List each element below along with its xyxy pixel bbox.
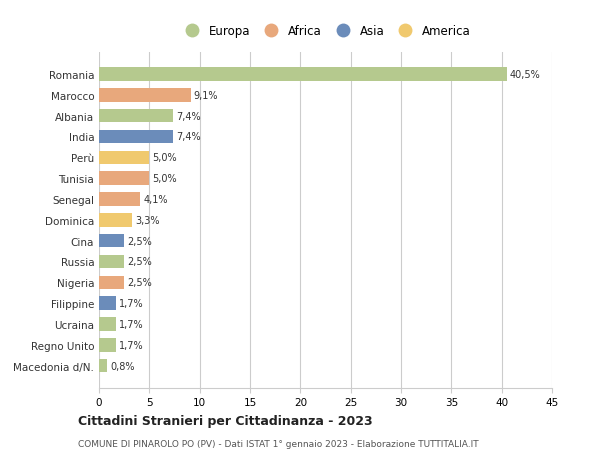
Text: 1,7%: 1,7% <box>119 340 144 350</box>
Bar <box>99 235 124 248</box>
Text: 5,0%: 5,0% <box>152 174 177 184</box>
Bar <box>99 68 506 82</box>
Bar <box>99 318 116 331</box>
Bar <box>99 193 140 206</box>
Text: Cittadini Stranieri per Cittadinanza - 2023: Cittadini Stranieri per Cittadinanza - 2… <box>78 414 373 428</box>
Text: 2,5%: 2,5% <box>127 278 152 288</box>
Text: 0,8%: 0,8% <box>110 361 134 371</box>
Text: 1,7%: 1,7% <box>119 298 144 308</box>
Bar <box>99 110 173 123</box>
Bar <box>99 213 132 227</box>
Text: 40,5%: 40,5% <box>510 70 541 80</box>
Legend: Europa, Africa, Asia, America: Europa, Africa, Asia, America <box>177 22 474 42</box>
Bar <box>99 172 149 185</box>
Text: 7,4%: 7,4% <box>176 132 201 142</box>
Bar <box>99 338 116 352</box>
Text: 3,3%: 3,3% <box>135 215 160 225</box>
Text: 5,0%: 5,0% <box>152 153 177 163</box>
Text: 2,5%: 2,5% <box>127 257 152 267</box>
Bar <box>99 130 173 144</box>
Bar <box>99 89 191 102</box>
Text: 7,4%: 7,4% <box>176 112 201 121</box>
Text: 2,5%: 2,5% <box>127 236 152 246</box>
Bar <box>99 359 107 373</box>
Bar <box>99 255 124 269</box>
Bar <box>99 276 124 290</box>
Text: 4,1%: 4,1% <box>143 195 168 205</box>
Text: COMUNE DI PINAROLO PO (PV) - Dati ISTAT 1° gennaio 2023 - Elaborazione TUTTITALI: COMUNE DI PINAROLO PO (PV) - Dati ISTAT … <box>78 439 479 448</box>
Text: 1,7%: 1,7% <box>119 319 144 329</box>
Bar <box>99 151 149 165</box>
Bar <box>99 297 116 310</box>
Text: 9,1%: 9,1% <box>194 90 218 101</box>
